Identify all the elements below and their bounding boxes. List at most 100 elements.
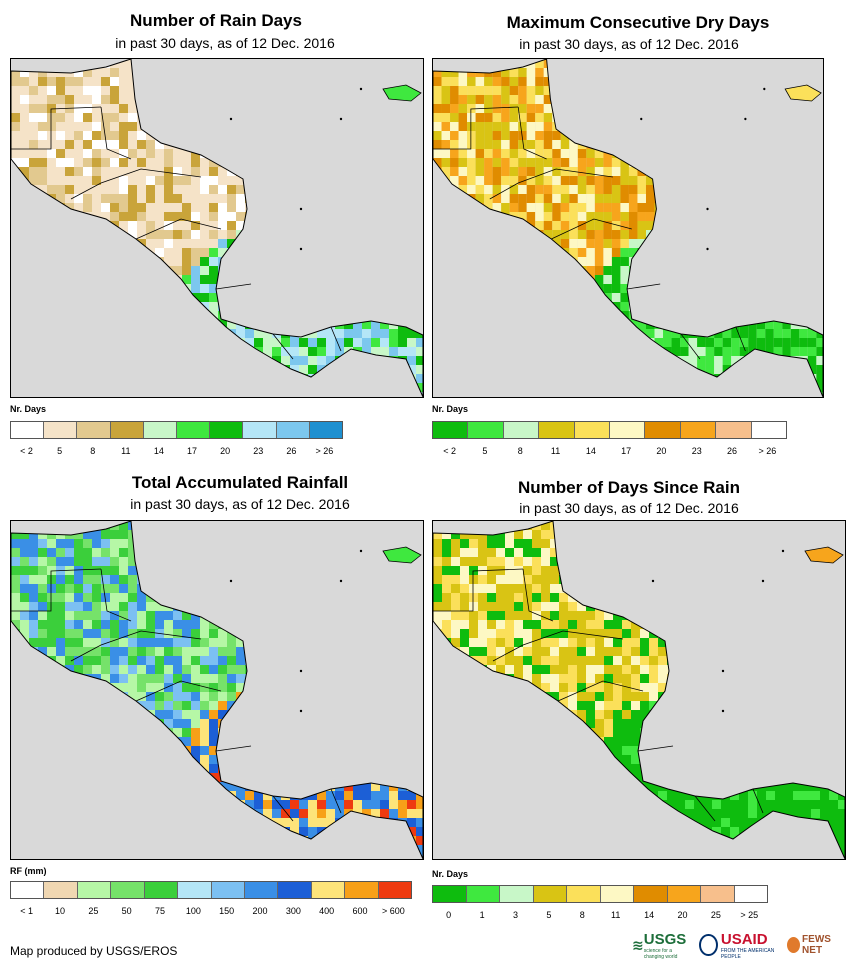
grid-cell <box>467 293 476 302</box>
grid-cell <box>407 104 416 113</box>
grid-cell <box>155 737 164 746</box>
grid-cell <box>155 239 164 248</box>
grid-cell <box>245 149 254 158</box>
grid-cell <box>101 302 110 311</box>
grid-cell <box>594 356 604 365</box>
grid-cell <box>492 284 502 293</box>
grid-cell <box>637 113 646 122</box>
grid-cell <box>173 185 182 194</box>
grid-cell <box>137 131 146 140</box>
grid-cell <box>56 791 65 800</box>
grid-cell <box>164 59 173 68</box>
grid-cell <box>577 104 587 113</box>
grid-cell <box>407 737 416 746</box>
grid-cell <box>281 638 290 647</box>
grid-cell <box>263 77 272 86</box>
grid-cell <box>552 248 561 257</box>
grid-cell <box>705 338 715 347</box>
grid-cell <box>29 647 38 656</box>
grid-cell <box>290 140 299 149</box>
grid-cell <box>526 320 536 329</box>
legend-tick-label: 8 <box>90 446 96 456</box>
grid-cell <box>290 557 299 566</box>
grid-cell <box>433 149 442 158</box>
grid-cell <box>146 521 155 530</box>
grid-cell <box>20 68 29 77</box>
grid-cell <box>560 374 570 383</box>
grid-cell <box>281 284 290 293</box>
grid-cell <box>92 521 101 530</box>
grid-cell <box>74 530 83 539</box>
grid-cell <box>47 392 56 397</box>
grid-cell <box>552 104 561 113</box>
grid-cell <box>509 248 519 257</box>
grid-cell <box>380 521 389 530</box>
grid-cell <box>380 356 389 365</box>
grid-cell <box>236 122 245 131</box>
grid-cell <box>29 158 38 167</box>
grid-cell <box>236 212 245 221</box>
grid-cell <box>416 566 423 575</box>
grid-cell <box>173 737 182 746</box>
grid-cell <box>680 338 689 347</box>
grid-cell <box>128 374 137 383</box>
grid-cell <box>362 764 371 773</box>
grid-cell <box>200 710 209 719</box>
grid-cell <box>782 293 791 302</box>
grid-cell <box>628 86 638 95</box>
grid-cell <box>191 113 200 122</box>
grid-cell <box>227 320 236 329</box>
grid-cell <box>200 266 209 275</box>
grid-cell <box>29 638 38 647</box>
grid-cell <box>594 221 604 230</box>
grid-cell <box>688 329 698 338</box>
grid-cell <box>290 539 299 548</box>
grid-cell <box>164 212 173 221</box>
grid-cell <box>569 185 578 194</box>
grid-cell <box>83 149 92 158</box>
grid-cell <box>290 737 299 746</box>
grid-cell <box>173 575 182 584</box>
grid-cell <box>110 584 119 593</box>
grid-cell <box>128 728 137 737</box>
grid-cell <box>765 77 774 86</box>
grid-cell <box>586 383 595 392</box>
grid-cell <box>290 656 299 665</box>
grid-cell <box>200 392 209 397</box>
grid-cell <box>281 239 290 248</box>
grid-cell <box>782 266 791 275</box>
grid-cell <box>637 122 646 131</box>
grid-cell <box>218 566 227 575</box>
grid-cell <box>281 194 290 203</box>
grid-cell <box>164 719 173 728</box>
grid-cell <box>191 530 200 539</box>
grid-cell <box>620 320 629 329</box>
grid-cell <box>645 203 655 212</box>
grid-cell <box>654 68 664 77</box>
grid-cell <box>38 665 47 674</box>
grid-cell <box>29 521 38 530</box>
grid-cell <box>380 230 389 239</box>
grid-cell <box>416 728 423 737</box>
grid-cell <box>11 320 20 329</box>
grid-cell <box>335 320 344 329</box>
grid-cell <box>326 383 335 392</box>
grid-cell <box>119 593 128 602</box>
grid-cell <box>101 692 110 701</box>
grid-cell <box>182 113 191 122</box>
grid-cell <box>688 212 698 221</box>
grid-cell <box>628 392 638 397</box>
grid-cell <box>416 656 423 665</box>
grid-cell <box>245 185 254 194</box>
grid-cell <box>705 320 715 329</box>
grid-cell <box>119 764 128 773</box>
grid-cell <box>110 158 119 167</box>
grid-cell <box>299 683 308 692</box>
grid-cell <box>119 104 128 113</box>
grid-cell <box>380 311 389 320</box>
grid-cell <box>110 176 119 185</box>
grid-cell <box>182 647 191 656</box>
grid-cell <box>705 59 715 68</box>
grid-cell <box>155 566 164 575</box>
grid-cell <box>137 539 146 548</box>
